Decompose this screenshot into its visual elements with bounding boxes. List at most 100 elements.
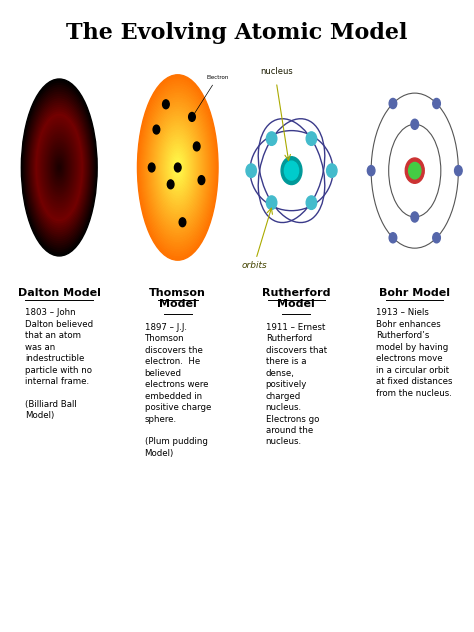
Ellipse shape bbox=[168, 144, 188, 191]
Ellipse shape bbox=[176, 163, 180, 172]
Ellipse shape bbox=[154, 112, 202, 223]
Ellipse shape bbox=[24, 85, 94, 250]
Text: 1913 – Niels
Bohr enhances
Rutherford’s
model by having
electrons move
in a circ: 1913 – Niels Bohr enhances Rutherford’s … bbox=[376, 308, 453, 398]
Circle shape bbox=[405, 158, 424, 183]
Ellipse shape bbox=[56, 161, 62, 174]
Ellipse shape bbox=[32, 103, 87, 232]
Text: The Evolving Atomic Model: The Evolving Atomic Model bbox=[66, 22, 408, 44]
Ellipse shape bbox=[54, 154, 65, 181]
Ellipse shape bbox=[29, 97, 90, 238]
Ellipse shape bbox=[143, 87, 213, 248]
Ellipse shape bbox=[27, 92, 91, 243]
Text: Thomson
Model: Thomson Model bbox=[149, 288, 206, 309]
Text: 1897 – J.J.
Thomson
discovers the
electron.  He
believed
electrons were
embedded: 1897 – J.J. Thomson discovers the electr… bbox=[145, 323, 211, 458]
Ellipse shape bbox=[34, 107, 85, 228]
Ellipse shape bbox=[171, 151, 185, 184]
Text: orbits: orbits bbox=[242, 260, 267, 269]
Ellipse shape bbox=[138, 77, 217, 258]
Ellipse shape bbox=[177, 165, 179, 170]
Ellipse shape bbox=[411, 119, 419, 130]
Ellipse shape bbox=[367, 166, 375, 176]
Ellipse shape bbox=[155, 114, 201, 221]
Ellipse shape bbox=[47, 139, 72, 196]
Ellipse shape bbox=[433, 99, 440, 109]
Ellipse shape bbox=[28, 95, 91, 241]
Ellipse shape bbox=[139, 80, 216, 255]
Ellipse shape bbox=[43, 130, 75, 205]
Ellipse shape bbox=[33, 106, 86, 229]
Ellipse shape bbox=[39, 121, 79, 214]
Text: 1911 – Ernest
Rutherford
discovers that
there is a
dense,
positively
charged
nuc: 1911 – Ernest Rutherford discovers that … bbox=[266, 323, 327, 446]
Ellipse shape bbox=[306, 132, 317, 145]
Ellipse shape bbox=[170, 149, 186, 186]
Text: Bohr Model: Bohr Model bbox=[379, 288, 450, 298]
Ellipse shape bbox=[172, 154, 184, 181]
Ellipse shape bbox=[162, 130, 194, 205]
Ellipse shape bbox=[44, 132, 74, 203]
Ellipse shape bbox=[55, 159, 63, 176]
Ellipse shape bbox=[146, 95, 209, 240]
Ellipse shape bbox=[51, 148, 68, 188]
Ellipse shape bbox=[159, 123, 197, 212]
Ellipse shape bbox=[37, 117, 81, 219]
Ellipse shape bbox=[161, 128, 195, 207]
Ellipse shape bbox=[455, 166, 462, 176]
Ellipse shape bbox=[36, 112, 83, 223]
Circle shape bbox=[198, 176, 205, 185]
Text: 1803 – John
Dalton believed
that an atom
was an
indestructible
particle with no
: 1803 – John Dalton believed that an atom… bbox=[25, 308, 93, 420]
Ellipse shape bbox=[42, 128, 76, 207]
Ellipse shape bbox=[173, 156, 183, 179]
Ellipse shape bbox=[30, 99, 89, 236]
Circle shape bbox=[167, 180, 174, 189]
Ellipse shape bbox=[167, 142, 189, 193]
Circle shape bbox=[153, 125, 160, 134]
Circle shape bbox=[163, 100, 169, 109]
Ellipse shape bbox=[160, 126, 196, 209]
Circle shape bbox=[193, 142, 200, 151]
Ellipse shape bbox=[157, 121, 198, 214]
Ellipse shape bbox=[52, 150, 67, 185]
Text: Rutherford
Model: Rutherford Model bbox=[262, 288, 330, 309]
Ellipse shape bbox=[153, 109, 203, 226]
Ellipse shape bbox=[25, 88, 93, 247]
Ellipse shape bbox=[45, 134, 73, 201]
Ellipse shape bbox=[26, 90, 92, 245]
Ellipse shape bbox=[327, 164, 337, 178]
Ellipse shape bbox=[50, 145, 69, 190]
Ellipse shape bbox=[164, 137, 191, 198]
Ellipse shape bbox=[433, 233, 440, 243]
Ellipse shape bbox=[155, 116, 200, 219]
Ellipse shape bbox=[175, 161, 181, 174]
Circle shape bbox=[148, 163, 155, 172]
Ellipse shape bbox=[140, 82, 215, 253]
Ellipse shape bbox=[152, 107, 204, 228]
Text: Dalton Model: Dalton Model bbox=[18, 288, 100, 298]
Ellipse shape bbox=[146, 94, 210, 241]
Ellipse shape bbox=[147, 98, 208, 237]
Ellipse shape bbox=[22, 81, 96, 253]
Ellipse shape bbox=[137, 75, 218, 260]
Ellipse shape bbox=[266, 132, 277, 145]
Text: nucleus: nucleus bbox=[261, 67, 293, 76]
Circle shape bbox=[284, 161, 299, 180]
Circle shape bbox=[174, 163, 181, 172]
Ellipse shape bbox=[149, 102, 206, 233]
Ellipse shape bbox=[148, 100, 207, 234]
Ellipse shape bbox=[36, 114, 82, 221]
Ellipse shape bbox=[411, 212, 419, 222]
Ellipse shape bbox=[151, 105, 205, 230]
Ellipse shape bbox=[246, 164, 256, 178]
Ellipse shape bbox=[144, 88, 212, 246]
Ellipse shape bbox=[173, 158, 182, 177]
Ellipse shape bbox=[169, 147, 187, 188]
Ellipse shape bbox=[48, 141, 71, 194]
Ellipse shape bbox=[46, 137, 73, 198]
Ellipse shape bbox=[21, 79, 97, 256]
Ellipse shape bbox=[41, 125, 77, 210]
Text: Electron: Electron bbox=[191, 75, 228, 118]
Ellipse shape bbox=[31, 101, 88, 234]
Ellipse shape bbox=[55, 157, 64, 179]
Ellipse shape bbox=[57, 163, 61, 172]
Ellipse shape bbox=[40, 123, 78, 212]
Ellipse shape bbox=[306, 196, 317, 209]
